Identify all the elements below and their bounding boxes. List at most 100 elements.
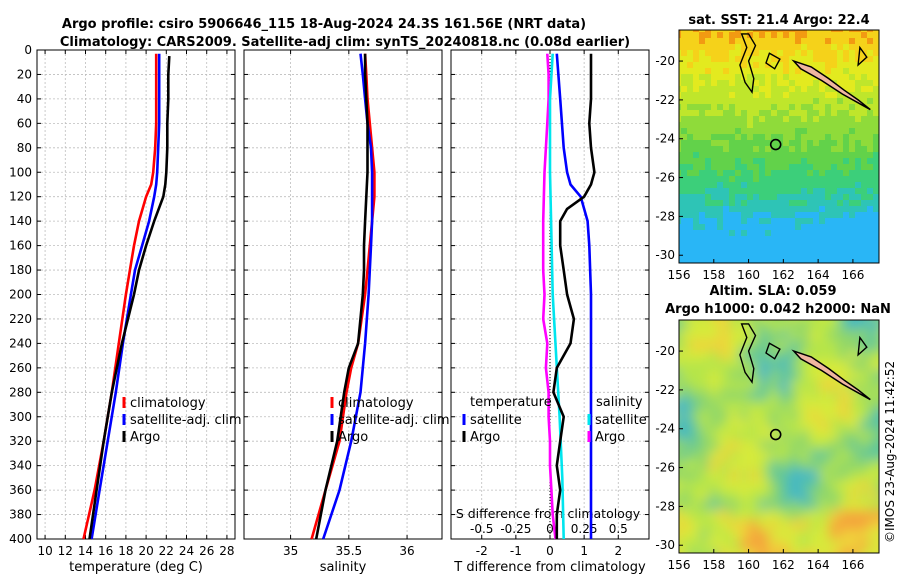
map-cell (729, 122, 736, 129)
map-cell (843, 116, 850, 123)
map-cell (705, 38, 712, 45)
map-cell (711, 86, 718, 93)
map-cell (837, 98, 844, 105)
map-cell (669, 122, 676, 129)
map-cell (679, 62, 682, 69)
map-cell (679, 410, 680, 421)
map-cell (801, 146, 808, 153)
map-cell (879, 170, 886, 177)
map-cell (795, 272, 802, 279)
map-cell (735, 188, 742, 195)
map-cell (699, 188, 706, 195)
map-cell (687, 44, 694, 51)
map-cell (687, 68, 694, 75)
map-cell (859, 420, 870, 431)
map-cell (789, 110, 796, 117)
map-cell (699, 320, 710, 331)
map-cell (843, 170, 850, 177)
map-cell (735, 30, 742, 33)
map-cell (861, 188, 868, 195)
map-cell (831, 170, 838, 177)
map-cell (681, 236, 688, 243)
map-cell (867, 98, 874, 105)
map-cell (693, 122, 700, 129)
map-cell (719, 450, 730, 461)
map-cell (679, 140, 682, 147)
map-cell (855, 248, 862, 255)
map-cell (669, 146, 676, 153)
map-cell (849, 176, 856, 183)
map-cell (837, 242, 844, 249)
map-cell (723, 30, 730, 33)
map-cell (709, 450, 720, 461)
map-cell (699, 530, 710, 541)
y-tick-label: 100 (9, 165, 32, 179)
map-cell (765, 236, 772, 243)
map-cell (867, 254, 874, 261)
map-cell (681, 122, 688, 129)
map-cell (859, 540, 870, 551)
map-cell (831, 104, 838, 111)
map-cell (869, 380, 879, 391)
map-cell (771, 254, 778, 261)
map-cell (849, 104, 856, 111)
map-cell (801, 30, 808, 33)
map-cell (729, 170, 736, 177)
map-cell (849, 550, 860, 553)
map-cell (747, 104, 754, 111)
map-cell (859, 520, 870, 531)
map-cell (849, 370, 860, 381)
map-cell (779, 380, 790, 391)
map-cell (819, 170, 826, 177)
map-cell (859, 450, 870, 461)
map-cell (681, 128, 688, 135)
map-cell (769, 450, 780, 461)
map-cell (759, 230, 766, 237)
map-cell (843, 32, 850, 39)
map-cell (789, 430, 800, 441)
map-cell (861, 68, 868, 75)
map-cell (711, 38, 718, 45)
map-cell (855, 122, 862, 129)
map-cell (795, 254, 802, 261)
map-cell (735, 182, 742, 189)
map-cell (741, 188, 748, 195)
map-cell (759, 224, 766, 231)
map-cell (765, 86, 772, 93)
map-cell (879, 272, 886, 279)
map-cell (867, 266, 874, 273)
map-cell (849, 248, 856, 255)
map-cell (829, 320, 840, 331)
map-cell (885, 116, 892, 123)
map-cell (831, 140, 838, 147)
map-cell (711, 206, 718, 213)
map-cell (705, 176, 712, 183)
map-cell (723, 146, 730, 153)
map-cell (807, 110, 814, 117)
map-cell (831, 272, 838, 279)
map-cell (789, 236, 796, 243)
map-cell (705, 74, 712, 81)
map-cell (869, 330, 879, 341)
map-cell (747, 260, 754, 263)
map-cell (747, 74, 754, 81)
map-cell (777, 116, 784, 123)
y-tick-label: -26 (655, 461, 675, 475)
map-cell (723, 200, 730, 207)
map-cell (747, 116, 754, 123)
sat-temperature-line (90, 53, 161, 540)
map-cell (885, 164, 892, 171)
map-cell (799, 420, 810, 431)
map-cell (709, 440, 720, 451)
map-cell (723, 122, 730, 129)
map-cell (689, 440, 700, 451)
map-cell (799, 330, 810, 341)
map-cell (825, 212, 832, 219)
map-cell (855, 194, 862, 201)
map-cell (807, 134, 814, 141)
map-cell (837, 62, 844, 69)
map-cell (867, 50, 874, 57)
map-cell (741, 62, 748, 69)
map-cell (837, 104, 844, 111)
map-cell (789, 86, 796, 93)
